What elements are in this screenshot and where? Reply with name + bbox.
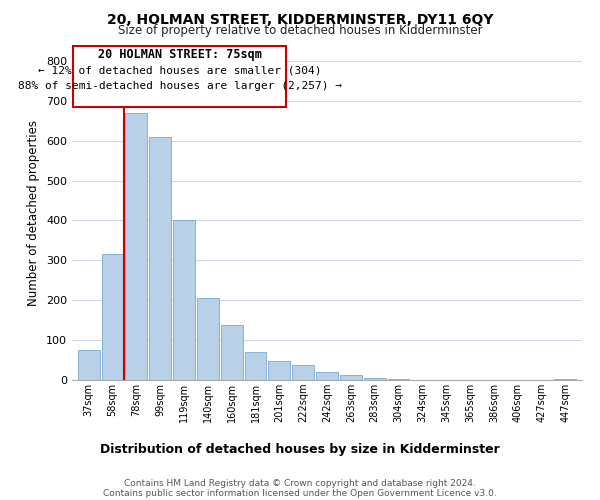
Bar <box>149 136 171 380</box>
Bar <box>340 375 362 380</box>
Bar <box>173 220 195 380</box>
Bar <box>388 379 409 380</box>
Bar <box>554 379 576 380</box>
Text: Contains HM Land Registry data © Crown copyright and database right 2024.: Contains HM Land Registry data © Crown c… <box>124 479 476 488</box>
Bar <box>73 46 286 107</box>
Bar <box>101 254 124 380</box>
Bar <box>78 350 100 380</box>
Text: 20 HOLMAN STREET: 75sqm: 20 HOLMAN STREET: 75sqm <box>98 48 262 62</box>
Bar <box>245 352 266 380</box>
Bar <box>197 298 219 380</box>
Text: Distribution of detached houses by size in Kidderminster: Distribution of detached houses by size … <box>100 442 500 456</box>
Bar <box>221 326 242 380</box>
Bar <box>125 113 148 380</box>
Text: ← 12% of detached houses are smaller (304): ← 12% of detached houses are smaller (30… <box>38 66 322 76</box>
Text: Size of property relative to detached houses in Kidderminster: Size of property relative to detached ho… <box>118 24 482 37</box>
Text: 20, HOLMAN STREET, KIDDERMINSTER, DY11 6QY: 20, HOLMAN STREET, KIDDERMINSTER, DY11 6… <box>107 12 493 26</box>
Bar <box>364 378 386 380</box>
Bar <box>268 361 290 380</box>
Text: 88% of semi-detached houses are larger (2,257) →: 88% of semi-detached houses are larger (… <box>18 80 342 90</box>
Bar <box>316 372 338 380</box>
Text: Contains public sector information licensed under the Open Government Licence v3: Contains public sector information licen… <box>103 489 497 498</box>
Bar <box>292 365 314 380</box>
Y-axis label: Number of detached properties: Number of detached properties <box>28 120 40 306</box>
